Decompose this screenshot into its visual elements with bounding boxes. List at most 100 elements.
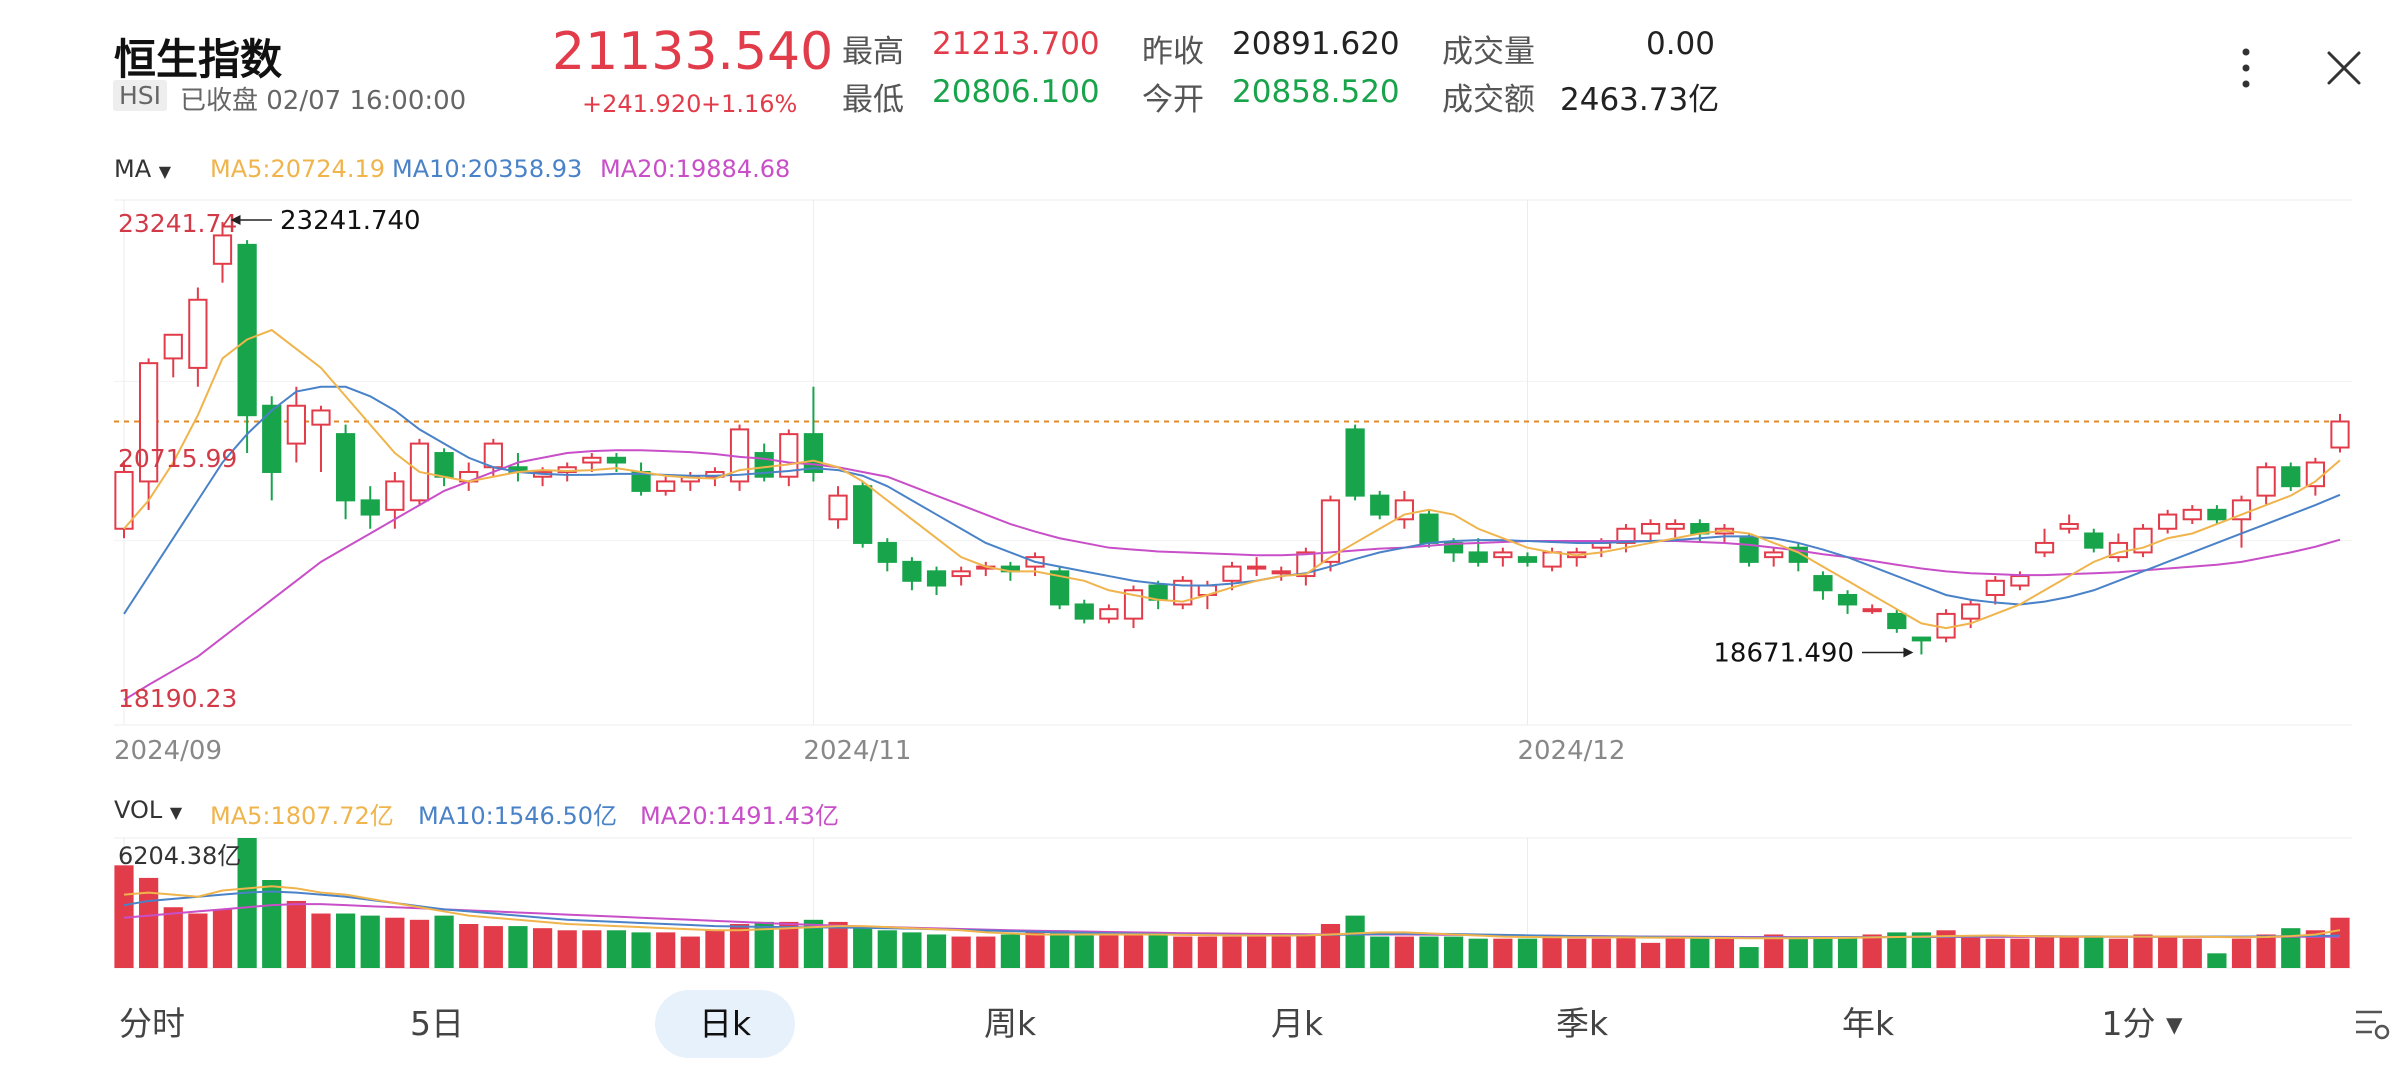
candles	[114, 222, 2350, 655]
volume-bar	[360, 915, 380, 968]
vol-ma20-line	[123, 903, 2341, 939]
candle-body	[582, 456, 602, 464]
vol-indicator-selector[interactable]: VOL ▼	[114, 796, 182, 824]
candle-body	[803, 433, 824, 473]
volume-bar	[212, 909, 233, 968]
candle-body	[385, 480, 405, 511]
volume-bar	[2182, 938, 2202, 968]
vol-ma5-line	[123, 885, 2341, 940]
candle	[311, 405, 331, 472]
candle-body	[311, 409, 331, 426]
candle	[1862, 604, 1882, 614]
candle-body	[828, 494, 848, 521]
candle-body	[606, 456, 627, 464]
candle-body	[1099, 608, 1119, 620]
volume-bar	[2010, 938, 2030, 968]
candle-body	[902, 560, 922, 582]
volume-bar	[1813, 936, 1833, 968]
current-price: 21133.540	[552, 22, 834, 82]
chart-settings-icon[interactable]	[2352, 1004, 2392, 1048]
candle-body	[1665, 523, 1685, 530]
candle	[1370, 490, 1390, 520]
candle-body	[2281, 466, 2301, 488]
candle-body	[2305, 461, 2325, 488]
volume-bar	[1419, 936, 1439, 968]
volume-bar	[656, 932, 676, 968]
candle-body	[335, 433, 356, 502]
volume-bar	[631, 932, 651, 968]
volume-bar	[2256, 934, 2276, 968]
candle	[2034, 528, 2055, 558]
candle	[1345, 424, 1365, 501]
candle-body	[1247, 565, 1267, 570]
candle-body	[1222, 565, 1242, 582]
volume-bar	[1862, 934, 1882, 968]
tab-0[interactable]: 分时	[119, 1004, 185, 1043]
volume-bar	[483, 926, 503, 968]
tab-6[interactable]: 年k	[1841, 1004, 1895, 1043]
volume-bar	[2108, 938, 2129, 968]
volume-bar	[1788, 936, 1808, 968]
candle	[2231, 495, 2252, 548]
candle-body	[1345, 428, 1365, 497]
candle-body	[1764, 551, 1784, 559]
tab-2[interactable]: 日k	[655, 990, 795, 1058]
volume-bar	[1000, 934, 1021, 968]
tab-3[interactable]: 周k	[983, 1004, 1037, 1043]
candle	[1640, 519, 1661, 543]
volume-bar	[1099, 934, 1119, 968]
caret-down-icon: ▼	[158, 162, 172, 181]
candle-body	[286, 404, 306, 445]
volume-bar	[409, 919, 430, 968]
candle	[508, 453, 528, 482]
tab-7[interactable]: 1分 ▾	[2101, 1004, 2183, 1043]
volume-bar	[1148, 934, 1168, 968]
turnover-value: 2463.73亿	[1560, 82, 1720, 118]
candle	[1123, 585, 1144, 629]
volume-bar	[1320, 923, 1341, 968]
x-tick-label: 2024/12	[1517, 736, 1625, 766]
candle-body	[1985, 579, 2005, 596]
candle	[212, 222, 233, 283]
volume-bar	[877, 930, 897, 968]
more-vertical-icon[interactable]	[2228, 44, 2264, 92]
close-icon[interactable]	[2326, 50, 2362, 86]
candle	[631, 462, 651, 496]
x-tick-label: 2024/11	[803, 736, 911, 766]
candle	[1739, 533, 1759, 567]
volume-value: 0.00	[1645, 26, 1715, 62]
volume-bar	[1936, 930, 1956, 968]
ma-indicator-selector[interactable]: MA ▼	[114, 155, 171, 183]
candle	[1493, 547, 1513, 567]
volume-bar	[1123, 934, 1144, 968]
candle-body	[188, 298, 208, 369]
volume-bar	[803, 919, 824, 968]
open-label: 今开	[1142, 82, 1204, 118]
candle	[459, 462, 479, 491]
candle	[1320, 495, 1341, 572]
candle	[1961, 599, 1981, 629]
tab-1[interactable]: 5日	[410, 1004, 464, 1043]
min-price-annotation: 18671.490	[1713, 638, 1854, 668]
ma-label: MA	[114, 155, 152, 183]
volume-bar	[508, 926, 528, 968]
candle-body	[1813, 575, 1833, 592]
candle	[237, 240, 257, 454]
volume-ma-lines	[123, 885, 2341, 940]
candle	[951, 566, 971, 586]
price-axis-bottom-label: 18190.23	[118, 684, 237, 713]
candle	[2158, 509, 2178, 534]
volume-bar	[286, 900, 306, 968]
max-price-annotation: 23241.740	[280, 206, 421, 236]
tab-4[interactable]: 月k	[1270, 1004, 1324, 1043]
ticker-badge: HSI	[113, 80, 168, 111]
candle	[2133, 524, 2153, 558]
price-axis-top-label: 23241.74	[118, 209, 237, 238]
volume-bar	[557, 930, 577, 968]
ma20-value: MA20:19884.68	[600, 155, 791, 183]
candle	[1887, 609, 1907, 633]
volume-label: 成交量	[1442, 34, 1535, 70]
tab-5[interactable]: 季k	[1555, 1004, 1609, 1043]
candle-body	[877, 541, 897, 563]
